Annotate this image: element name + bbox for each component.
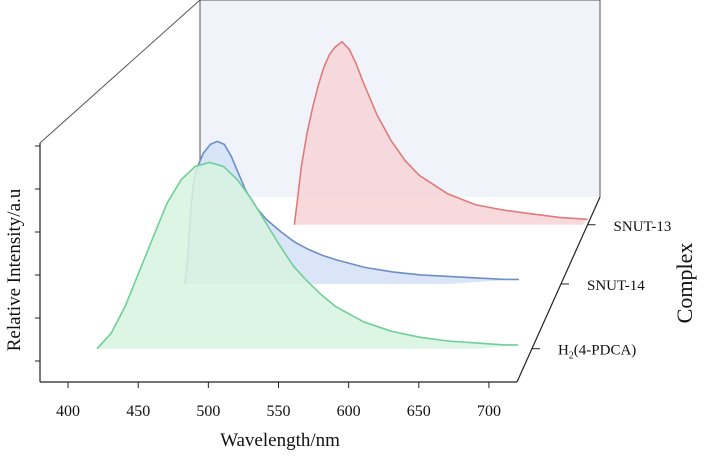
x-tick-label: 500 xyxy=(196,403,220,420)
z-ticks xyxy=(531,224,596,350)
series-area xyxy=(211,41,588,225)
z-tick-label: SNUT-14 xyxy=(587,278,645,294)
back-wall xyxy=(200,0,600,197)
series-area xyxy=(75,162,518,349)
series-0 xyxy=(75,161,518,350)
series-line xyxy=(96,161,518,350)
series-layer xyxy=(75,40,588,350)
x-tick-label: 650 xyxy=(407,403,431,420)
x-tick-label: 600 xyxy=(337,403,361,420)
y-ticks xyxy=(35,145,40,362)
z-tick-label: SNUT-13 xyxy=(614,219,672,235)
y-axis-title: Relative Intensity/a.u xyxy=(4,188,25,351)
x-tick-label: 450 xyxy=(126,403,150,420)
z-labels: SNUT-13 SNUT-14 H2(4-PDCA) xyxy=(558,219,671,362)
series-2 xyxy=(211,40,588,225)
z-tick-label: H2(4-PDCA) xyxy=(558,343,636,362)
x-axis-title: Wavelength/nm xyxy=(220,430,340,451)
x-tick-label: 700 xyxy=(477,403,501,420)
x-ticks: 400 450 500 550 600 650 700 xyxy=(56,382,501,420)
left-wall-top xyxy=(39,0,201,144)
series-line xyxy=(293,40,588,225)
depth-axis xyxy=(516,196,601,383)
x-tick-label: 400 xyxy=(56,403,80,420)
z-axis-title: Complex xyxy=(672,243,697,324)
x-tick-label: 550 xyxy=(267,403,291,420)
